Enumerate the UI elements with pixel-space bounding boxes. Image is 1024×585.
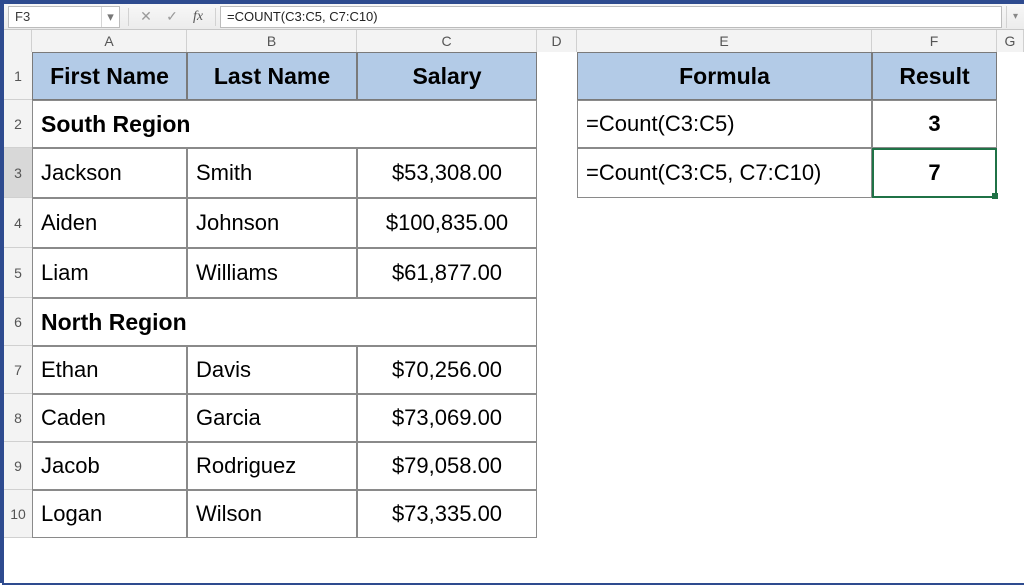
cell-last[interactable]: Wilson: [187, 490, 357, 538]
row-header-6[interactable]: 6: [4, 298, 32, 346]
col-header-lastname[interactable]: Last Name: [187, 52, 357, 100]
cell-first[interactable]: Caden: [32, 394, 187, 442]
col-header-result[interactable]: Result: [872, 52, 997, 100]
col-header-B[interactable]: B: [187, 30, 357, 52]
cell-result[interactable]: 3: [872, 100, 997, 148]
cell-salary[interactable]: $73,069.00: [357, 394, 537, 442]
cell-first[interactable]: Ethan: [32, 346, 187, 394]
cell-salary[interactable]: $70,256.00: [357, 346, 537, 394]
col-header-A[interactable]: A: [32, 30, 187, 52]
separator: [128, 8, 129, 26]
col-header-C[interactable]: C: [357, 30, 537, 52]
row-header-3[interactable]: 3: [4, 148, 32, 198]
name-box[interactable]: F3 ▾: [8, 6, 120, 28]
region-label-north[interactable]: North Region: [32, 298, 537, 346]
row-header-7[interactable]: 7: [4, 346, 32, 394]
column-headers: ABCDEFG: [4, 30, 1024, 52]
formula-bar-text: =COUNT(C3:C5, C7:C10): [227, 9, 378, 24]
separator: [215, 8, 216, 26]
row-header-8[interactable]: 8: [4, 394, 32, 442]
cell-last[interactable]: Williams: [187, 248, 357, 298]
cell-salary[interactable]: $100,835.00: [357, 198, 537, 248]
cell-last[interactable]: Smith: [187, 148, 357, 198]
enter-icon[interactable]: ✓: [159, 6, 185, 28]
select-all-corner[interactable]: [4, 30, 32, 52]
row-header-2[interactable]: 2: [4, 100, 32, 148]
cell-salary[interactable]: $61,877.00: [357, 248, 537, 298]
cell-salary[interactable]: $53,308.00: [357, 148, 537, 198]
row-header-10[interactable]: 10: [4, 490, 32, 538]
cell-formula[interactable]: =Count(C3:C5): [577, 100, 872, 148]
row-header-1[interactable]: 1: [4, 52, 32, 100]
formula-bar-expand-icon[interactable]: ▾: [1006, 6, 1024, 28]
spreadsheet-grid[interactable]: ABCDEFG 12345678910 First Name Last Name…: [4, 30, 1024, 583]
formula-bar: F3 ▾ ✕ ✓ fx =COUNT(C3:C5, C7:C10) ▾: [4, 4, 1024, 30]
cell-first[interactable]: Liam: [32, 248, 187, 298]
cell-salary[interactable]: $79,058.00: [357, 442, 537, 490]
col-header-D[interactable]: D: [537, 30, 577, 52]
cell-last[interactable]: Johnson: [187, 198, 357, 248]
cell-result[interactable]: 7: [872, 148, 997, 198]
cell-last[interactable]: Rodriguez: [187, 442, 357, 490]
fx-icon[interactable]: fx: [185, 6, 211, 28]
name-box-dropdown-icon[interactable]: ▾: [101, 7, 119, 27]
name-box-value: F3: [15, 9, 30, 24]
cell-formula[interactable]: =Count(C3:C5, C7:C10): [577, 148, 872, 198]
col-header-salary[interactable]: Salary: [357, 52, 537, 100]
row-headers: 12345678910: [4, 52, 32, 538]
cancel-icon[interactable]: ✕: [133, 6, 159, 28]
col-header-G[interactable]: G: [997, 30, 1024, 52]
cell-first[interactable]: Jackson: [32, 148, 187, 198]
cell-last[interactable]: Garcia: [187, 394, 357, 442]
formula-bar-input[interactable]: =COUNT(C3:C5, C7:C10): [220, 6, 1002, 28]
cell-first[interactable]: Aiden: [32, 198, 187, 248]
col-header-firstname[interactable]: First Name: [32, 52, 187, 100]
cell-last[interactable]: Davis: [187, 346, 357, 394]
cell-first[interactable]: Logan: [32, 490, 187, 538]
col-header-formula[interactable]: Formula: [577, 52, 872, 100]
region-label-south[interactable]: South Region: [32, 100, 537, 148]
row-header-9[interactable]: 9: [4, 442, 32, 490]
col-header-F[interactable]: F: [872, 30, 997, 52]
row-header-5[interactable]: 5: [4, 248, 32, 298]
row-header-4[interactable]: 4: [4, 198, 32, 248]
col-header-E[interactable]: E: [577, 30, 872, 52]
cell-first[interactable]: Jacob: [32, 442, 187, 490]
cell-salary[interactable]: $73,335.00: [357, 490, 537, 538]
